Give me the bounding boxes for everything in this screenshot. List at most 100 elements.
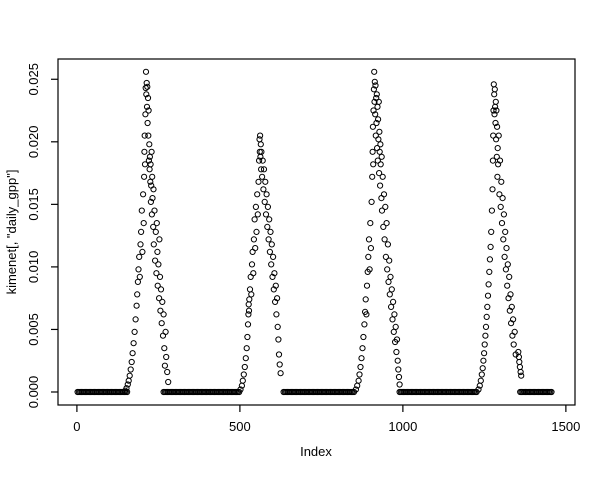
y-tick-label: 0.010 <box>26 251 41 284</box>
data-point <box>145 107 152 114</box>
data-point <box>153 270 160 277</box>
data-point <box>251 216 258 223</box>
data-point <box>493 153 500 160</box>
data-point <box>266 216 273 223</box>
data-point <box>511 328 518 335</box>
data-point <box>245 307 253 314</box>
data-point <box>164 368 171 376</box>
data-point <box>517 368 524 376</box>
data-point <box>272 282 279 289</box>
data-point <box>140 191 147 198</box>
data-point <box>138 228 145 235</box>
data-point <box>357 363 364 371</box>
data-point <box>143 79 150 87</box>
data-point <box>377 161 384 168</box>
data-point <box>265 236 272 243</box>
data-point <box>503 245 510 252</box>
data-point <box>380 223 387 230</box>
data-point <box>502 228 509 235</box>
data-point <box>386 257 393 264</box>
data-point <box>491 91 498 98</box>
data-point <box>141 173 148 180</box>
data-point <box>498 220 506 227</box>
data-point <box>245 311 252 318</box>
data-point <box>491 86 498 93</box>
data-point <box>136 273 143 280</box>
data-point <box>394 357 401 364</box>
data-point <box>259 157 266 164</box>
data-point <box>258 166 265 173</box>
data-point <box>159 298 166 305</box>
data-point <box>492 98 499 105</box>
data-point <box>239 377 246 384</box>
data-point <box>369 173 376 180</box>
data-point <box>273 311 280 318</box>
data-point <box>270 253 277 260</box>
data-point <box>275 351 283 358</box>
data-point <box>140 220 147 227</box>
data-point <box>149 173 156 180</box>
data-point <box>365 236 373 243</box>
data-point <box>510 341 517 348</box>
data-point <box>365 253 372 260</box>
data-point <box>244 321 252 328</box>
data-point <box>135 266 142 273</box>
data-point <box>139 248 146 255</box>
data-point <box>127 366 134 373</box>
data-point <box>384 241 391 248</box>
data-point <box>494 145 501 152</box>
data-point <box>377 141 384 148</box>
data-point <box>371 78 378 85</box>
data-point <box>390 298 397 305</box>
y-tick-label: 0.015 <box>26 188 41 221</box>
data-point <box>264 203 271 210</box>
data-point <box>352 386 359 393</box>
x-axis-label: Index <box>300 444 332 459</box>
data-point <box>395 373 403 381</box>
data-point <box>373 91 380 98</box>
data-point <box>489 186 496 193</box>
x-tick-label: 1500 <box>551 419 580 434</box>
y-axis-label: kimenet[, "daily_gpp"] <box>4 170 19 295</box>
data-point <box>386 291 393 298</box>
data-point <box>487 243 494 250</box>
data-point <box>486 268 493 275</box>
data-point <box>257 132 264 139</box>
data-point <box>490 107 497 114</box>
data-point <box>258 148 265 155</box>
data-point <box>370 107 377 114</box>
data-point <box>276 361 283 368</box>
data-point <box>393 348 400 356</box>
data-point <box>367 220 374 227</box>
data-point <box>252 203 259 210</box>
data-point <box>358 355 365 362</box>
data-point <box>383 220 390 227</box>
data-point <box>518 372 525 379</box>
data-point <box>148 148 155 155</box>
data-point <box>388 303 395 310</box>
data-point <box>497 203 504 210</box>
data-point <box>359 345 366 352</box>
data-point <box>506 273 513 280</box>
data-point <box>373 119 380 127</box>
data-point <box>375 98 382 105</box>
data-point <box>155 261 162 268</box>
data-point <box>157 286 165 293</box>
data-point <box>493 107 500 114</box>
data-point <box>143 103 151 110</box>
data-point <box>157 307 164 314</box>
data-point <box>152 257 159 264</box>
data-point <box>277 370 284 377</box>
data-point <box>504 282 511 289</box>
data-point <box>144 83 151 90</box>
data-point <box>268 241 275 248</box>
data-point <box>378 207 386 214</box>
data-point <box>485 281 492 288</box>
data-point <box>499 195 506 202</box>
data-point <box>266 248 273 255</box>
data-point <box>516 363 524 371</box>
data-point <box>163 353 170 361</box>
data-point <box>144 94 152 102</box>
data-point <box>255 178 262 185</box>
